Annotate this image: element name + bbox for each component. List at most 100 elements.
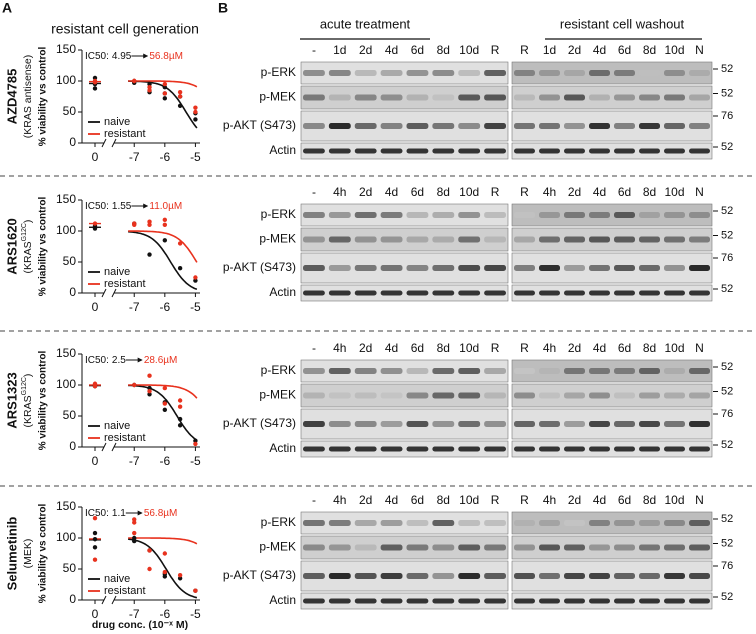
lane-label: 2d (568, 341, 581, 355)
band (614, 94, 635, 101)
band (484, 598, 506, 604)
band (458, 421, 481, 427)
blot-strip (511, 284, 713, 302)
ic50-resistant: 56.8µM (144, 508, 178, 519)
band (514, 421, 535, 427)
band (458, 212, 481, 218)
band (514, 446, 535, 452)
band (406, 598, 429, 604)
band (406, 573, 429, 579)
band (380, 236, 403, 243)
data-point (177, 416, 183, 422)
resistant-fit (128, 537, 198, 545)
band (564, 446, 585, 452)
data-point (177, 404, 183, 409)
lane-label: 1d (543, 43, 556, 57)
y-tick-label: 50 (63, 104, 77, 118)
band (328, 212, 351, 218)
band (303, 598, 325, 604)
lane-label: 10d (664, 43, 684, 57)
band (484, 446, 506, 452)
mw-marker: 76 (721, 560, 733, 572)
resistant-fit (128, 384, 198, 399)
data-point (177, 94, 183, 99)
band (354, 236, 377, 243)
data-point (177, 423, 183, 428)
drug-target: (KRAS antisense) (22, 55, 34, 138)
band (614, 212, 635, 218)
blot-strip (511, 535, 713, 560)
band (432, 573, 455, 579)
data-point (177, 103, 183, 109)
data-point (162, 569, 168, 575)
blot-strip (300, 142, 509, 160)
band (589, 544, 610, 551)
band (614, 70, 635, 76)
ic50-resistant: 28.6µM (144, 355, 178, 366)
band (328, 520, 351, 526)
band (303, 94, 325, 101)
lane-label: 2d (359, 341, 372, 355)
ic50-label: IC50: (85, 51, 109, 62)
resistant-fit (128, 230, 198, 263)
y-tick-label: 50 (63, 408, 77, 422)
band (458, 598, 481, 604)
band (664, 598, 685, 604)
data-point (162, 85, 168, 90)
band (328, 598, 351, 604)
band (539, 573, 560, 579)
band (380, 446, 403, 452)
lane-label: 4d (385, 341, 398, 355)
band (406, 520, 429, 526)
band (639, 290, 660, 296)
band (328, 290, 351, 296)
y-axis-label: % viability vs control (38, 197, 49, 297)
row-label: p-MEK (259, 540, 296, 554)
naive-fit (127, 538, 198, 599)
band (328, 94, 351, 101)
data-point (92, 226, 98, 231)
lane-label: 2d (359, 493, 372, 507)
lane-label: 6d (618, 493, 631, 507)
band (514, 212, 535, 218)
ic50-value: 28.6 (144, 355, 164, 366)
mw-marker: 52 (721, 537, 733, 549)
band (303, 290, 325, 296)
lane-label: 10d (664, 341, 684, 355)
x-tick-label: -6 (159, 607, 170, 621)
legend-label: resistant (104, 585, 146, 597)
data-point (193, 438, 198, 443)
lane-label: 4h (543, 341, 556, 355)
band (539, 544, 560, 551)
data-point (92, 515, 98, 521)
panel-title: resistant cell generation (51, 21, 199, 37)
band (564, 368, 585, 374)
band (614, 573, 635, 579)
band (458, 70, 481, 76)
band (406, 265, 429, 271)
data-point (92, 545, 98, 550)
lane-label: 4d (385, 43, 398, 57)
mw-marker: 76 (721, 110, 733, 122)
ic50-resistant: 56.8µM (149, 51, 183, 62)
blot-strip (511, 61, 713, 85)
band (432, 236, 455, 243)
lane-label: - (312, 341, 316, 355)
band (614, 421, 635, 427)
legend-label: naive (104, 116, 130, 128)
band (564, 123, 585, 129)
data-point (147, 392, 152, 397)
band (514, 94, 535, 101)
band (458, 573, 481, 579)
data-point (132, 530, 137, 536)
y-tick-label: 50 (63, 561, 77, 575)
band (303, 392, 325, 399)
band (664, 368, 685, 374)
band (458, 446, 481, 452)
drug-target-sup: G12C (21, 223, 28, 241)
data-point (193, 278, 198, 283)
band (303, 520, 325, 526)
blot-strip (511, 592, 713, 610)
band (380, 573, 403, 579)
band (689, 598, 710, 604)
